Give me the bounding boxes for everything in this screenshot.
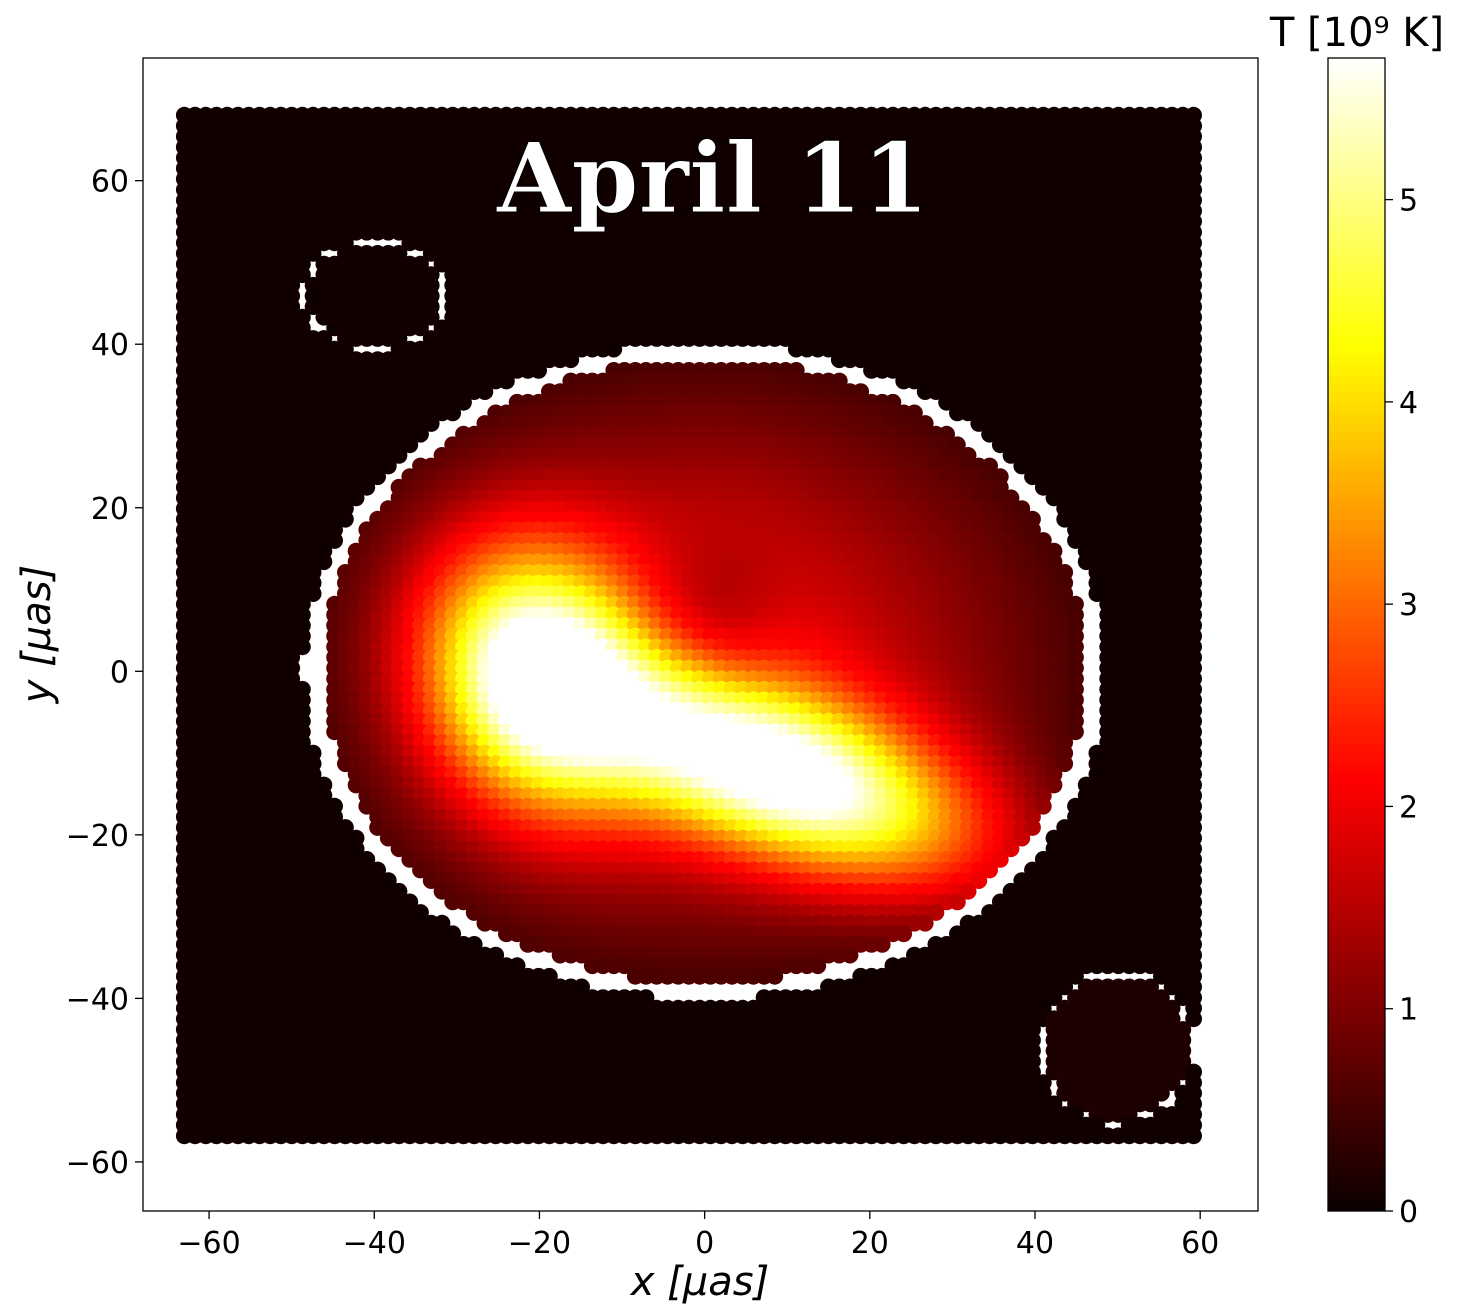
scatter-point: [605, 340, 623, 358]
scatter-point: [444, 404, 462, 422]
scatter-point: [304, 245, 322, 262]
scatter-point: [476, 383, 494, 400]
scatter-point: [530, 362, 547, 379]
scatter-points: [175, 106, 1202, 1145]
scatter-point: [562, 351, 580, 369]
plot-area: April 11: [142, 57, 1259, 1212]
scatter-point: [498, 372, 515, 390]
scatter-point: [294, 266, 311, 284]
